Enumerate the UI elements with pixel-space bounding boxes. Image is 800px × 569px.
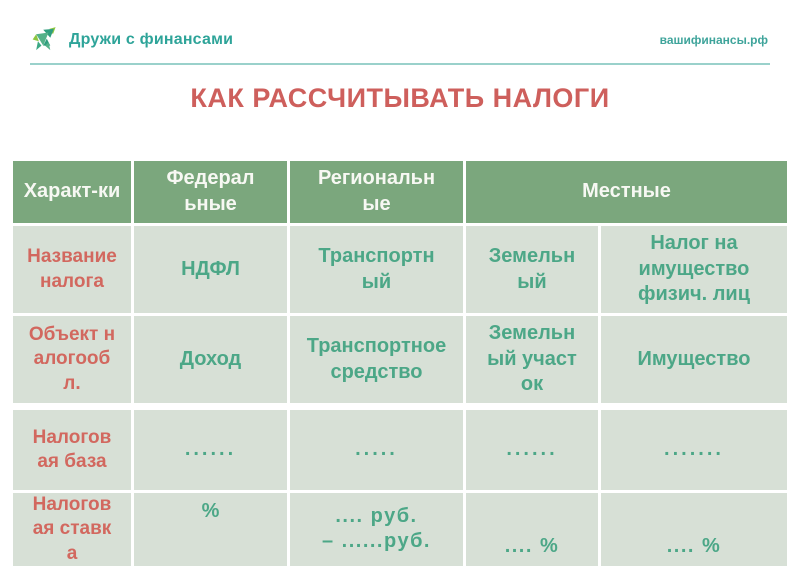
table-row-tax-base: Налоговая база ...... ..... ...... .....… (12, 406, 787, 490)
row-label-tax-base: Налоговая база (12, 406, 131, 490)
table-cell-rate-property-percent: .... % (600, 493, 787, 566)
table-cell-rate-land-percent: .... % (465, 493, 598, 566)
table-row-tax-name: Название налога НДФЛ Транспортный Земель… (12, 226, 787, 313)
row-label-tax-name: Название налога (12, 226, 131, 313)
table-cell-land-tax: Земельный (465, 226, 598, 313)
column-header-regional: Региональные (289, 161, 463, 223)
column-header-federal: Федеральные (133, 161, 287, 223)
header-divider (30, 63, 770, 65)
slide-title: КАК РАССЧИТЫВАТЬ НАЛОГИ (190, 83, 610, 113)
row-label-tax-object: Объект налогообл. (12, 316, 131, 403)
table-cell-rate-rub-range: .... руб. – ......руб. (289, 493, 463, 566)
table-cell-rate-percent: % (133, 493, 287, 566)
site-url: вашифинансы.рф (659, 32, 768, 47)
table-header-row: Характ-ки Федеральные Региональные Местн… (12, 161, 787, 223)
row-label-tax-rate: Налоговая ставка (12, 493, 131, 566)
table-cell-income: Доход (133, 316, 287, 403)
logo-dog-icon (30, 26, 60, 53)
brand-name: Дружи с финансами (69, 30, 234, 48)
tax-table: Характ-ки Федеральные Региональные Местн… (10, 158, 790, 569)
column-header-local: Местные (465, 161, 787, 223)
table-cell-base-federal: ...... (133, 406, 287, 490)
column-header-characteristics: Характ-ки (12, 161, 131, 223)
brand-logo: Дружи с финансами (30, 26, 233, 53)
table-cell-base-regional: ..... (289, 406, 463, 490)
table-cell-base-land: ...... (465, 406, 598, 490)
table-cell-vehicle: Транспортное средство (289, 316, 463, 403)
table-cell-land-plot: Земельный участок (465, 316, 598, 403)
table-cell-property: Имущество (600, 316, 787, 403)
table-row-tax-object: Объект налогообл. Доход Транспортное сре… (12, 316, 787, 403)
table-cell-property-tax: Налог на имущество физич. лиц (600, 226, 787, 313)
table-cell-ndfl: НДФЛ (133, 226, 287, 313)
table-cell-base-property: ....... (600, 406, 787, 490)
top-header: Дружи с финансами вашифинансы.рф (0, 0, 800, 53)
table-cell-transport-tax: Транспортный (289, 226, 463, 313)
table-row-tax-rate: Налоговая ставка % .... руб. – ......руб… (12, 493, 787, 566)
